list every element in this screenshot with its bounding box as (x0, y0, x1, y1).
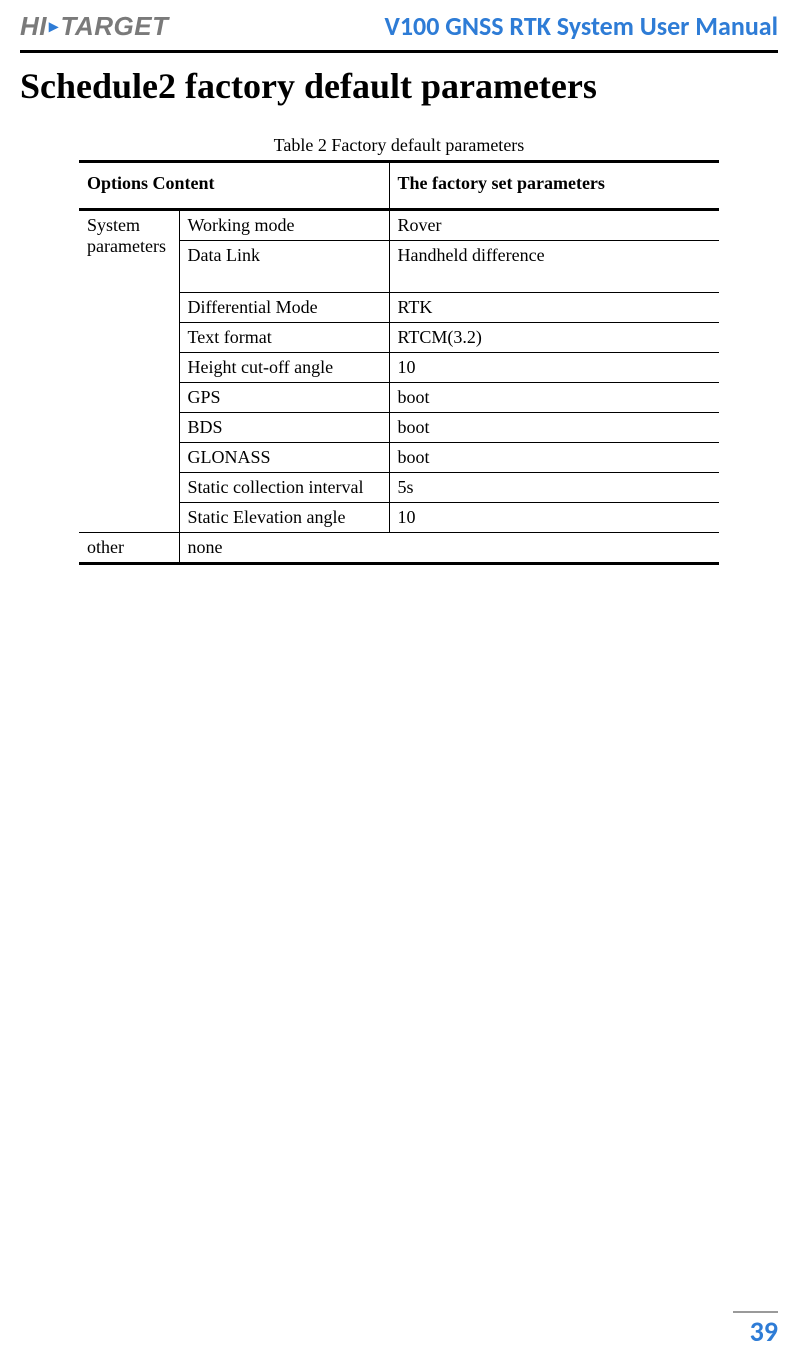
value-cell: boot (389, 413, 719, 443)
option-cell: Text format (179, 323, 389, 353)
header-factory-params: The factory set parameters (389, 162, 719, 210)
group-label-cell: System parameters (79, 210, 179, 533)
page-number-divider (733, 1311, 778, 1313)
table-row: System parameters Working mode Rover (79, 210, 719, 241)
option-cell: Static collection interval (179, 473, 389, 503)
table-row: other none (79, 533, 719, 564)
option-cell: BDS (179, 413, 389, 443)
value-cell: RTCM(3.2) (389, 323, 719, 353)
value-cell: 5s (389, 473, 719, 503)
value-cell: Handheld difference (389, 241, 719, 293)
document-title: V100 GNSS RTK System User Manual (385, 10, 779, 42)
option-cell: Data Link (179, 241, 389, 293)
value-cell: 10 (389, 353, 719, 383)
value-cell: none (179, 533, 719, 564)
group-label-cell: other (79, 533, 179, 564)
page-number: 39 (750, 1314, 778, 1349)
option-cell: Differential Mode (179, 293, 389, 323)
value-cell: boot (389, 443, 719, 473)
value-cell: boot (389, 383, 719, 413)
option-cell: GLONASS (179, 443, 389, 473)
logo-text-prefix: HI (20, 11, 47, 42)
table-caption: Table 2 Factory default parameters (79, 135, 719, 156)
page-header: HI ▸ TARGET V100 GNSS RTK System User Ma… (20, 10, 778, 53)
option-cell: Height cut-off angle (179, 353, 389, 383)
logo-arrow-icon: ▸ (49, 16, 59, 37)
brand-logo: HI ▸ TARGET (20, 11, 169, 42)
value-cell: 10 (389, 503, 719, 533)
page-heading: Schedule2 factory default parameters (20, 65, 778, 107)
option-cell: Static Elevation angle (179, 503, 389, 533)
table-header-row: Options Content The factory set paramete… (79, 162, 719, 210)
parameters-table: Options Content The factory set paramete… (79, 160, 719, 565)
table-container: Table 2 Factory default parameters Optio… (79, 135, 719, 565)
value-cell: RTK (389, 293, 719, 323)
logo-text-suffix: TARGET (61, 11, 169, 42)
option-cell: GPS (179, 383, 389, 413)
value-cell: Rover (389, 210, 719, 241)
header-options-content: Options Content (79, 162, 389, 210)
option-cell: Working mode (179, 210, 389, 241)
